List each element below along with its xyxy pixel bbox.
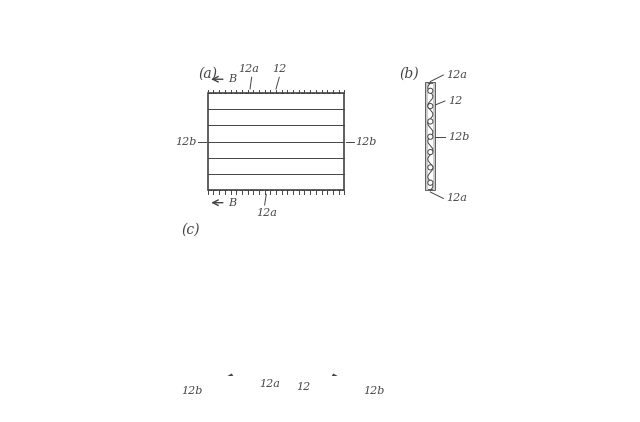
Circle shape xyxy=(428,88,433,93)
Polygon shape xyxy=(221,375,238,392)
Text: (a): (a) xyxy=(198,67,217,81)
Circle shape xyxy=(428,119,433,124)
Text: 12b: 12b xyxy=(356,137,377,146)
Bar xyxy=(426,83,428,190)
Circle shape xyxy=(428,180,433,185)
Text: 12a: 12a xyxy=(238,64,259,74)
Text: B: B xyxy=(228,74,236,84)
Text: 12b: 12b xyxy=(175,137,196,146)
Circle shape xyxy=(300,408,304,413)
Text: 12: 12 xyxy=(296,381,311,392)
Circle shape xyxy=(252,405,256,409)
Text: 12: 12 xyxy=(272,64,286,74)
Polygon shape xyxy=(327,375,344,392)
Text: B: B xyxy=(228,198,236,208)
Text: 12: 12 xyxy=(448,96,463,106)
Circle shape xyxy=(244,400,248,403)
Text: (b): (b) xyxy=(399,67,419,81)
Text: 12a: 12a xyxy=(259,379,280,390)
Circle shape xyxy=(271,411,275,415)
Bar xyxy=(426,83,435,190)
Circle shape xyxy=(428,149,433,155)
Circle shape xyxy=(309,405,313,409)
Circle shape xyxy=(230,385,234,390)
Text: 12b: 12b xyxy=(363,387,384,396)
Text: 12a: 12a xyxy=(447,70,467,80)
Circle shape xyxy=(291,411,294,415)
Circle shape xyxy=(331,385,335,390)
Circle shape xyxy=(237,393,241,397)
Circle shape xyxy=(428,103,433,109)
Circle shape xyxy=(428,134,433,139)
Text: 12b: 12b xyxy=(180,387,202,396)
Polygon shape xyxy=(225,381,340,419)
Text: (c): (c) xyxy=(182,223,200,237)
Text: 12a: 12a xyxy=(447,194,467,203)
Circle shape xyxy=(317,400,321,403)
Circle shape xyxy=(324,393,328,397)
Circle shape xyxy=(428,165,433,170)
Bar xyxy=(208,93,344,190)
Circle shape xyxy=(280,412,284,416)
Text: 12a: 12a xyxy=(256,208,276,218)
Circle shape xyxy=(261,408,265,413)
Text: 12b: 12b xyxy=(448,132,470,142)
Bar xyxy=(433,83,435,190)
